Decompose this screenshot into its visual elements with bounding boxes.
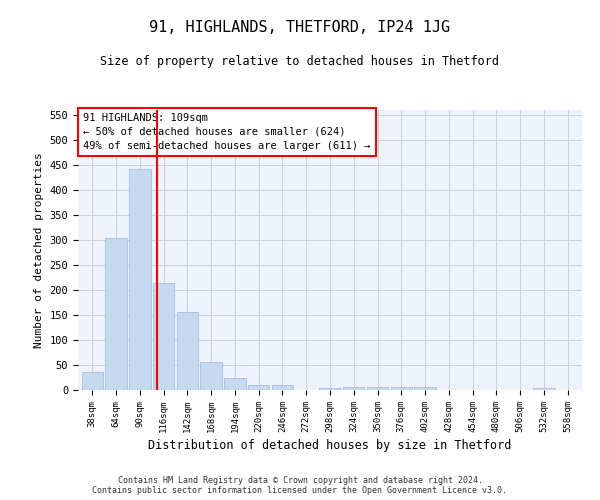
Text: Contains HM Land Registry data © Crown copyright and database right 2024.: Contains HM Land Registry data © Crown c… — [118, 476, 482, 485]
Bar — [367, 387, 388, 390]
Bar — [391, 387, 412, 390]
Bar — [343, 387, 364, 390]
Bar — [129, 168, 151, 390]
Text: 91 HIGHLANDS: 109sqm
← 50% of detached houses are smaller (624)
49% of semi-deta: 91 HIGHLANDS: 109sqm ← 50% of detached h… — [83, 113, 371, 151]
Text: Size of property relative to detached houses in Thetford: Size of property relative to detached ho… — [101, 55, 499, 68]
Bar — [533, 388, 554, 390]
Bar — [82, 372, 103, 390]
X-axis label: Distribution of detached houses by size in Thetford: Distribution of detached houses by size … — [148, 439, 512, 452]
Text: Contains public sector information licensed under the Open Government Licence v3: Contains public sector information licen… — [92, 486, 508, 495]
Bar — [248, 385, 269, 390]
Y-axis label: Number of detached properties: Number of detached properties — [34, 152, 44, 348]
Bar — [272, 385, 293, 390]
Bar — [153, 282, 174, 390]
Bar — [319, 388, 341, 390]
Bar — [415, 387, 436, 390]
Bar — [200, 362, 222, 390]
Bar — [106, 238, 127, 390]
Bar — [224, 378, 245, 390]
Text: 91, HIGHLANDS, THETFORD, IP24 1JG: 91, HIGHLANDS, THETFORD, IP24 1JG — [149, 20, 451, 35]
Bar — [176, 312, 198, 390]
